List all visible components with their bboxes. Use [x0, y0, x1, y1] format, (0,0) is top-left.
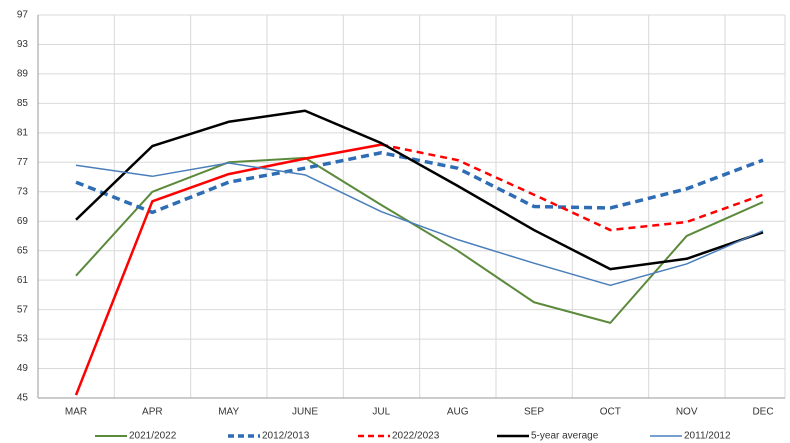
- y-tick-label: 61: [17, 275, 29, 286]
- y-tick-label: 77: [17, 157, 29, 168]
- y-tick-label: 53: [17, 334, 29, 345]
- x-tick-label: OCT: [600, 407, 621, 418]
- series-line: [75, 109, 764, 271]
- legend-label: 2022/2023: [392, 431, 440, 442]
- y-tick-label: 85: [17, 98, 29, 109]
- y-tick-label: 57: [17, 304, 29, 315]
- y-tick-label: 81: [17, 127, 29, 138]
- series-line: [74, 143, 382, 396]
- x-tick-label: AUG: [447, 407, 469, 418]
- x-tick-label: MAY: [218, 407, 239, 418]
- legend-label: 2012/2013: [262, 431, 310, 442]
- series-line: [75, 162, 764, 287]
- y-tick-label: 89: [17, 69, 29, 80]
- series-line: [381, 143, 764, 232]
- x-tick-label: JUNE: [292, 407, 318, 418]
- series-line: [75, 156, 764, 324]
- x-tick-label: SEP: [524, 407, 544, 418]
- legend-label: 2011/2012: [684, 431, 731, 442]
- series-line: [75, 150, 764, 215]
- legend-label: 2021/2022: [129, 431, 177, 442]
- y-tick-label: 73: [17, 186, 29, 197]
- x-tick-label: JUL: [372, 407, 390, 418]
- y-tick-label: 49: [17, 363, 29, 374]
- y-tick-label: 69: [17, 216, 29, 227]
- y-tick-label: 93: [17, 39, 29, 50]
- x-tick-label: NOV: [676, 407, 698, 418]
- y-tick-label: 45: [17, 393, 29, 404]
- x-tick-label: APR: [142, 407, 163, 418]
- y-tick-label: 97: [17, 10, 29, 21]
- x-tick-label: MAR: [65, 407, 87, 418]
- y-tick-label: 65: [17, 245, 29, 256]
- x-tick-label: DEC: [752, 407, 773, 418]
- legend-label: 5-year average: [531, 431, 599, 442]
